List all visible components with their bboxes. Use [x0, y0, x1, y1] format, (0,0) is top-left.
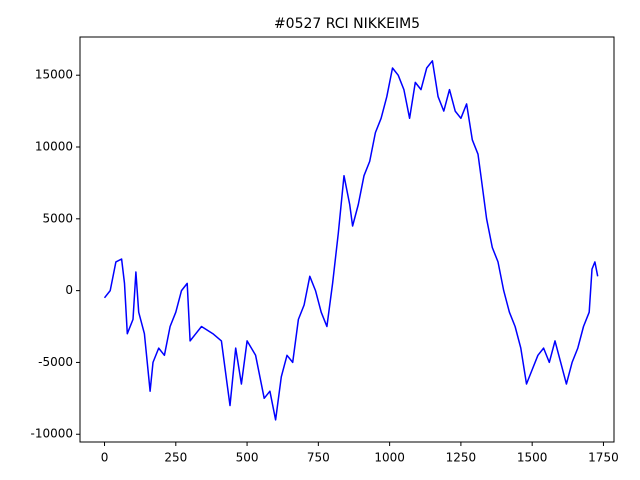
x-tick-label: 1500: [517, 451, 548, 465]
y-tick-label: -10000: [30, 427, 73, 441]
x-tick-label: 500: [236, 451, 259, 465]
y-tick-label: 0: [65, 283, 73, 297]
y-tick-label: -5000: [38, 355, 73, 369]
x-tick-label: 1000: [374, 451, 405, 465]
line-series: [103, 60, 599, 421]
y-tick-label: 15000: [35, 68, 73, 82]
x-tick-label: 0: [101, 451, 109, 465]
chart-title: #0527 RCI NIKKEIM5: [274, 16, 420, 32]
x-tick-label: 1250: [446, 451, 477, 465]
x-tick-label: 250: [164, 451, 187, 465]
y-tick-label: 5000: [42, 211, 73, 225]
x-tick-label: 750: [307, 451, 330, 465]
y-tick-label: 10000: [35, 140, 73, 154]
plot-frame: [79, 36, 615, 443]
x-tick-label: 1750: [588, 451, 619, 465]
